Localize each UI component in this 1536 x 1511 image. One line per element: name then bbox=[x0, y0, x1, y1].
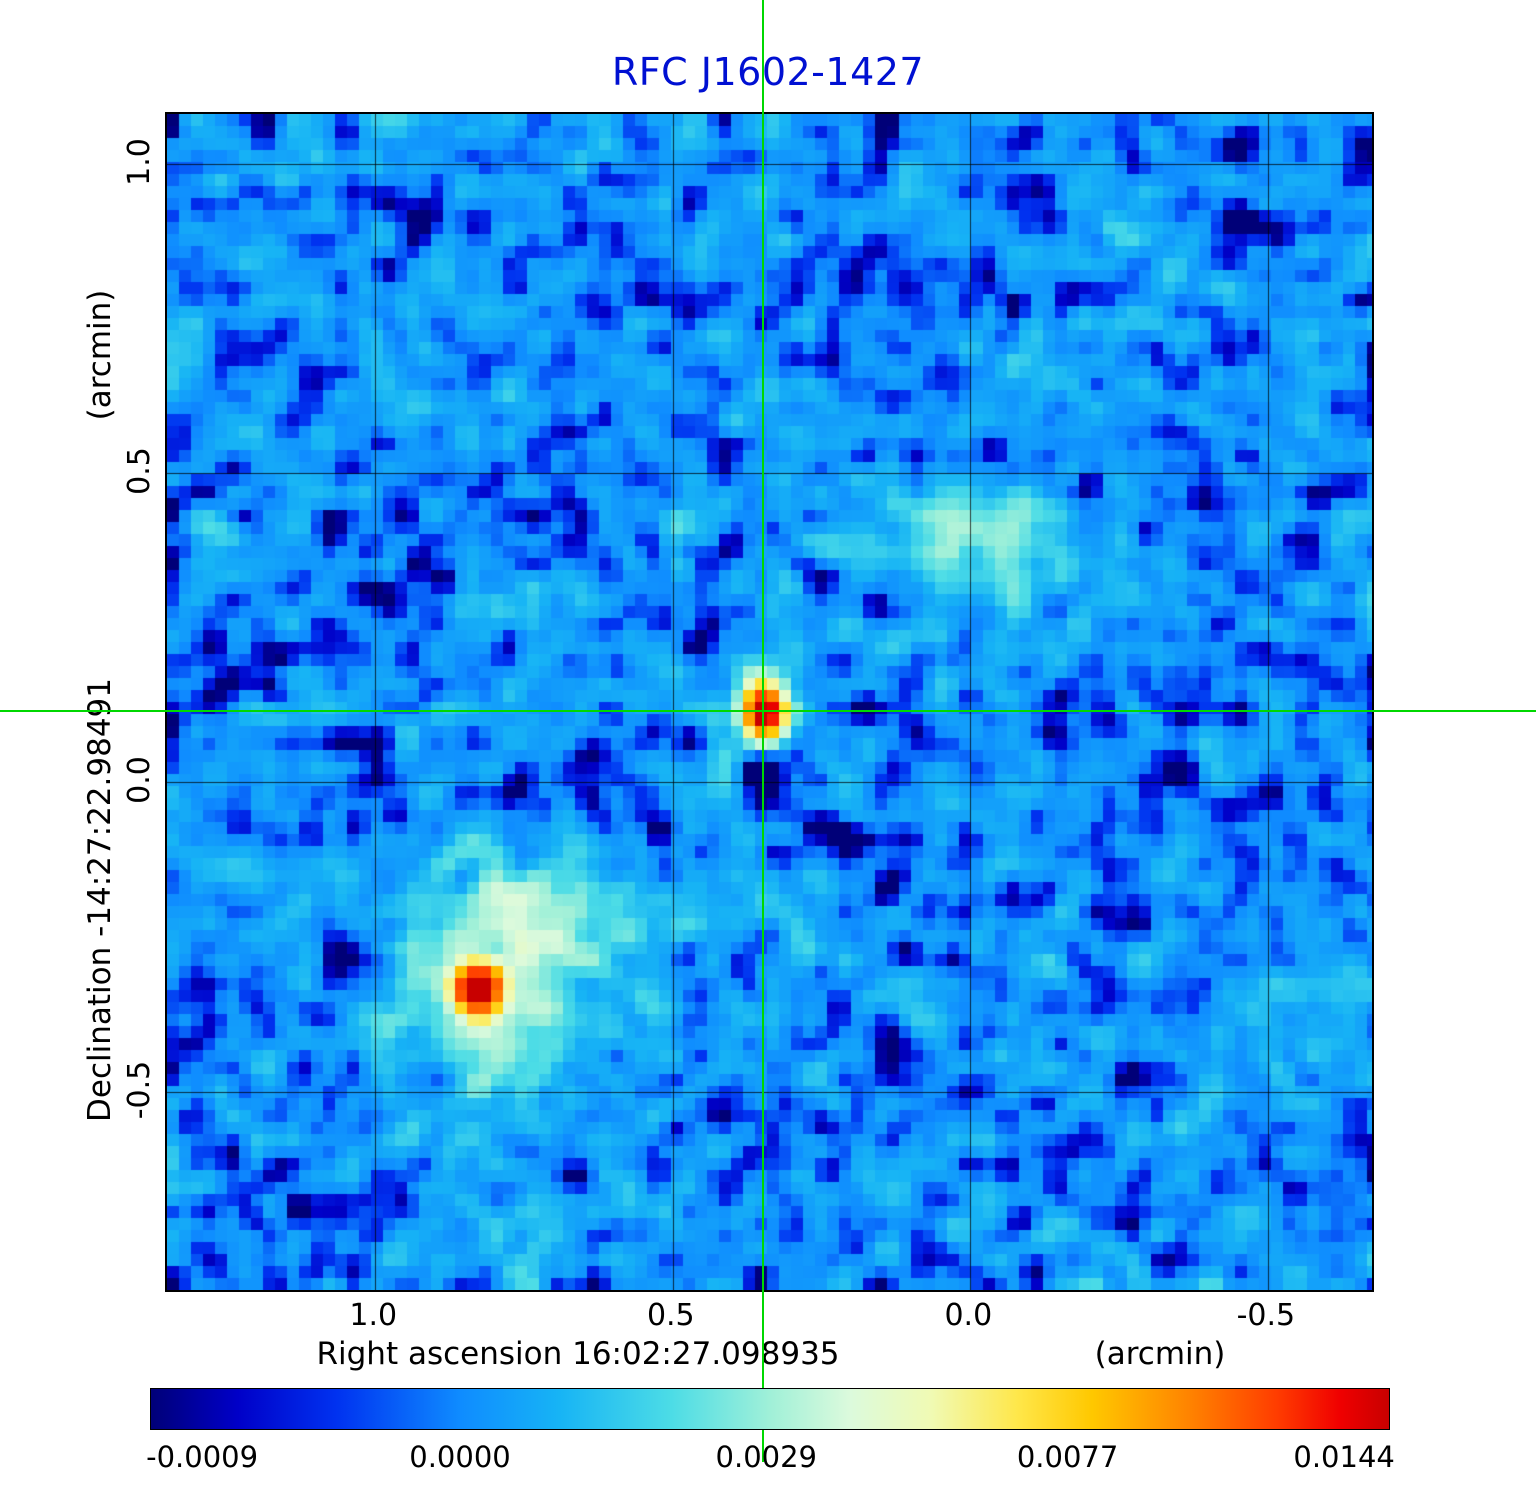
figure-title: RFC J1602-1427 bbox=[611, 50, 925, 94]
x-tick-label: -0.5 bbox=[1236, 1298, 1296, 1333]
y-axis-label: Declination -14:27:22.98491 bbox=[82, 678, 118, 1122]
colorbar-gradient bbox=[150, 1388, 1390, 1430]
colorbar-tick-label: -0.0009 bbox=[146, 1440, 259, 1474]
colorbar-tick-label: 0.0077 bbox=[1016, 1440, 1119, 1474]
y-tick-label: 1.0 bbox=[122, 137, 157, 186]
x-tick-label: 1.0 bbox=[349, 1298, 398, 1333]
colorbar-tick-label: 0.0029 bbox=[715, 1440, 818, 1474]
x-tick-label: 0.0 bbox=[944, 1298, 993, 1333]
x-axis-unit-label: (arcmin) bbox=[1094, 1336, 1226, 1372]
colorbar-tick-label: 0.0000 bbox=[409, 1440, 511, 1474]
y-tick-label: -0.5 bbox=[122, 1060, 157, 1120]
y-axis-unit-label: (arcmin) bbox=[82, 289, 118, 421]
y-tick-label: 0.0 bbox=[122, 756, 157, 805]
heatmap-canvas bbox=[165, 112, 1374, 1292]
crosshair-vertical-line bbox=[762, 0, 765, 1462]
x-axis-label: Right ascension 16:02:27.098935 bbox=[316, 1336, 840, 1372]
y-tick-label: 0.5 bbox=[122, 447, 157, 495]
colorbar-tick-label: 0.0144 bbox=[1293, 1440, 1395, 1474]
x-tick-label: 0.5 bbox=[646, 1298, 695, 1333]
crosshair-horizontal-line bbox=[0, 710, 1536, 713]
